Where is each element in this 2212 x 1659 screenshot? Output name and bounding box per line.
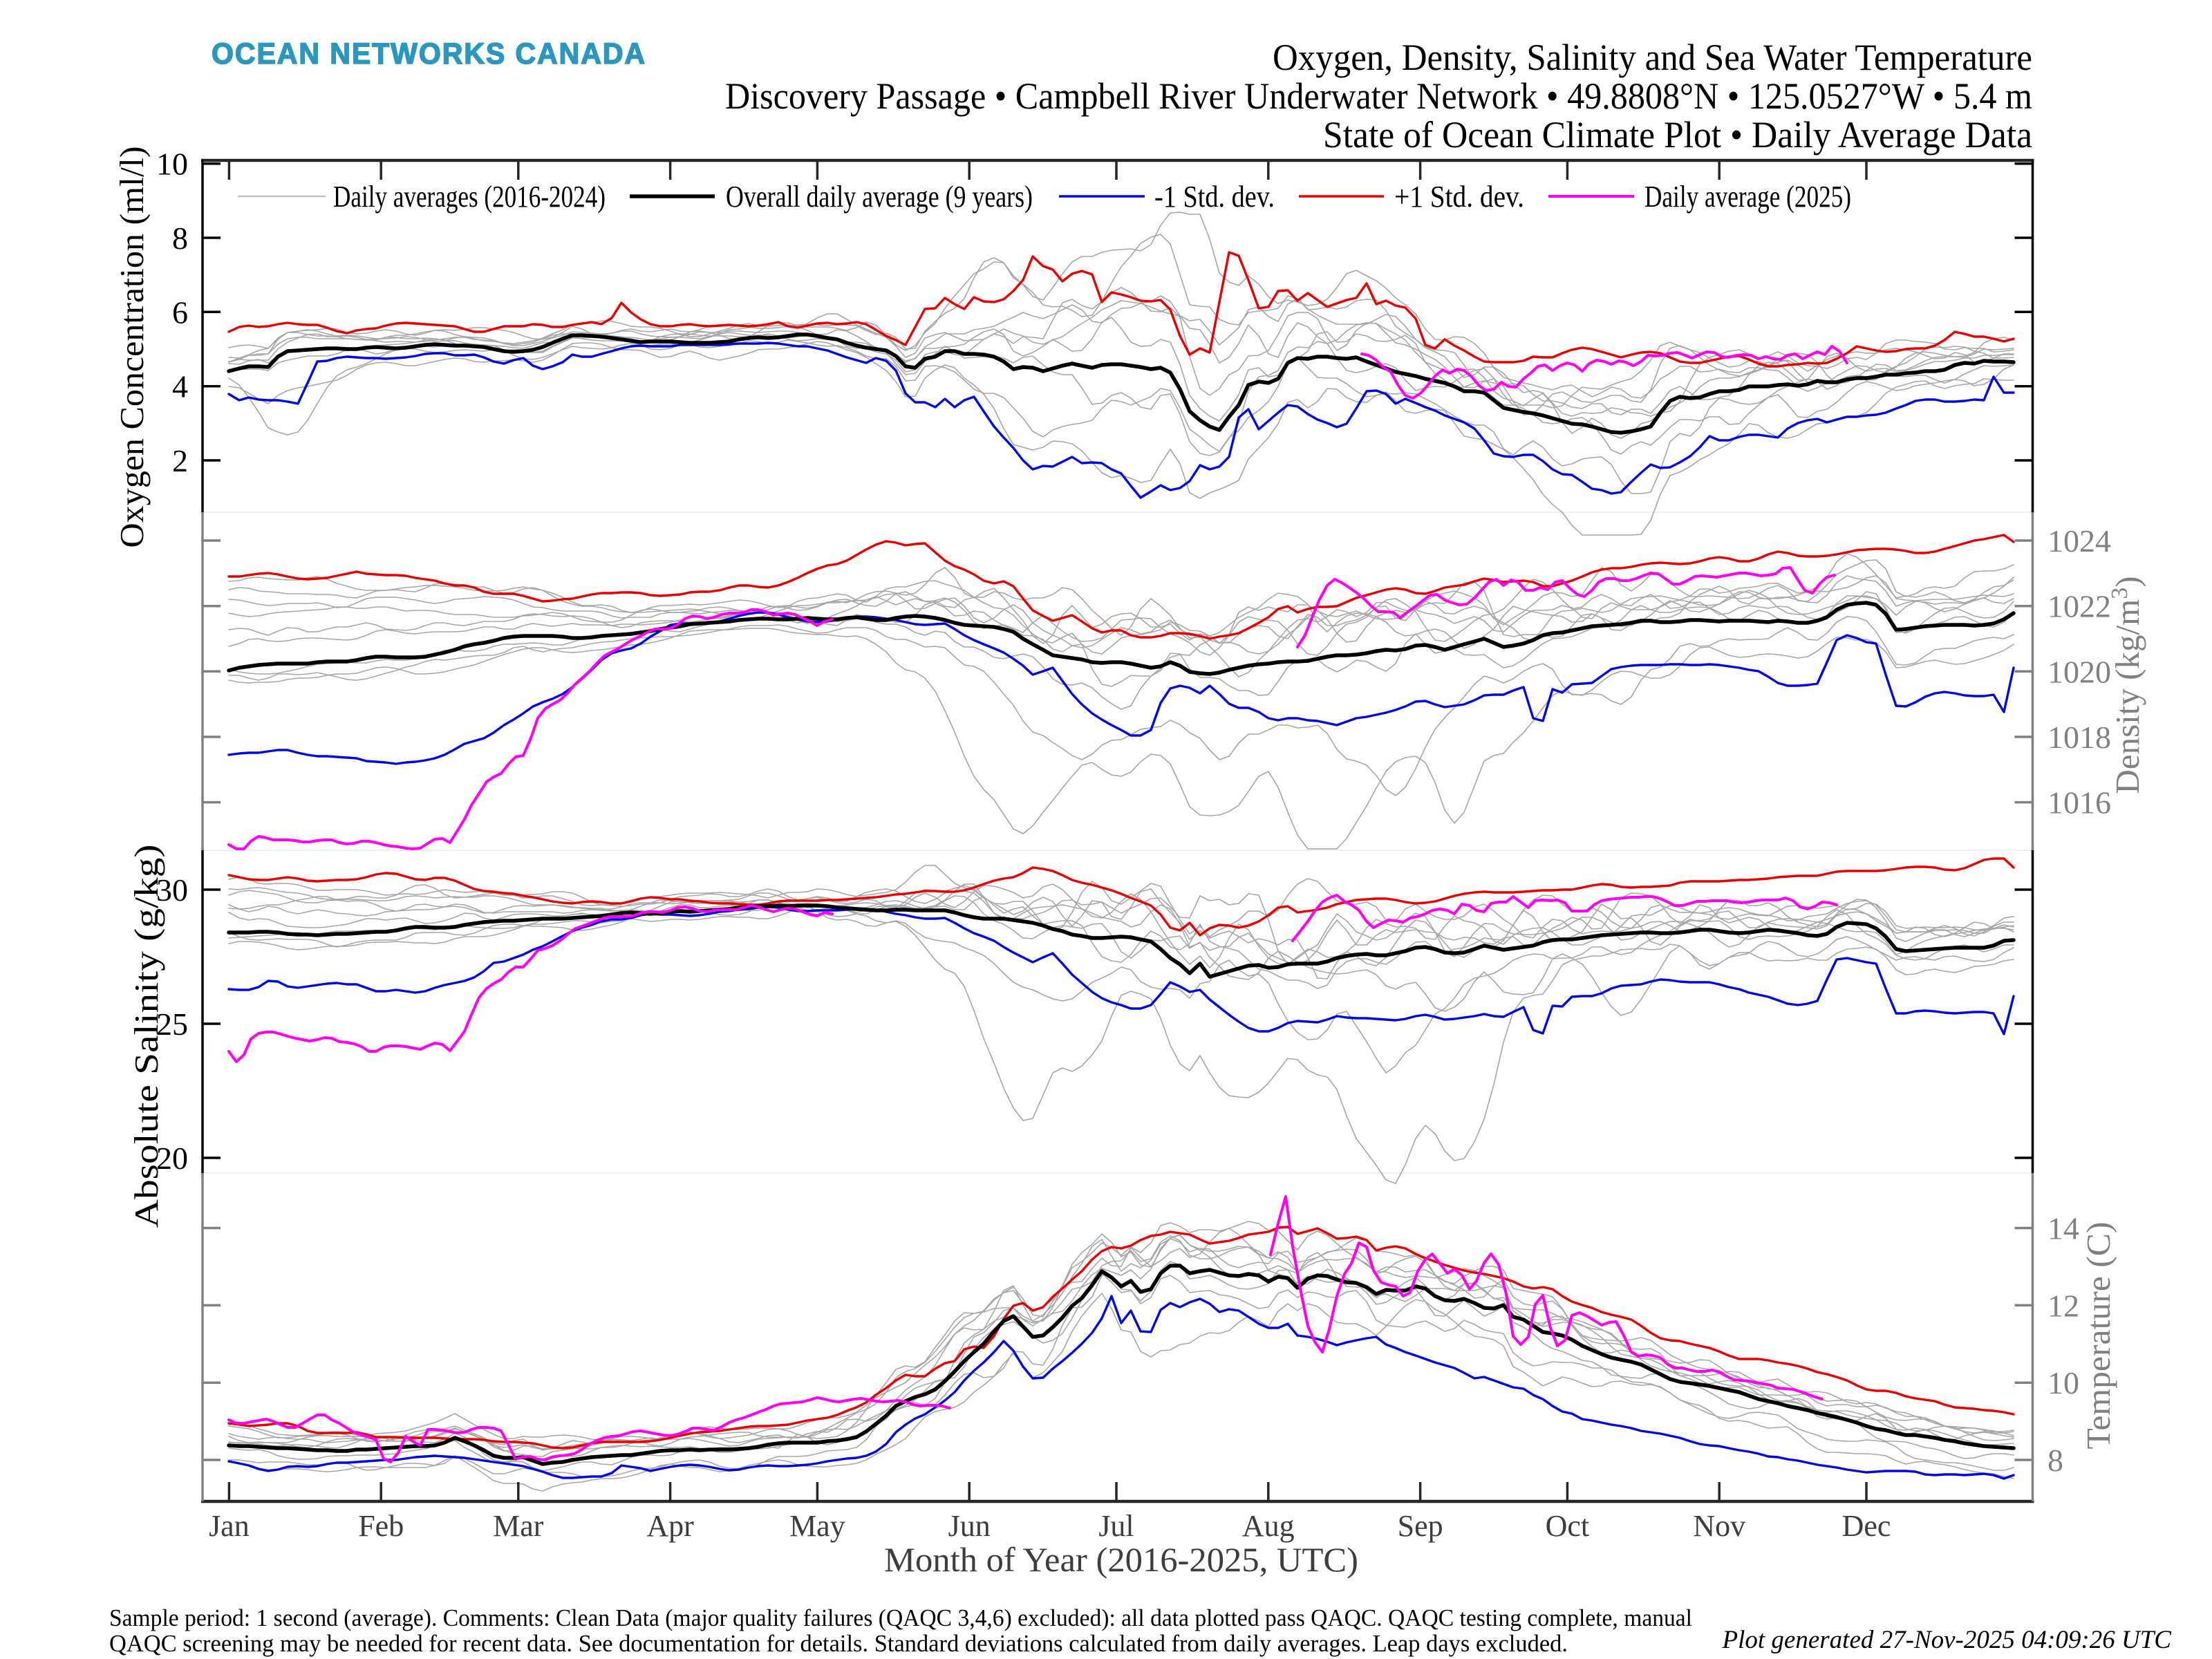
svg-text:Density (kg/m3): Density (kg/m3)	[2107, 576, 2146, 794]
svg-text:Sep: Sep	[1398, 1509, 1443, 1543]
svg-text:10: 10	[156, 147, 188, 182]
svg-text:6: 6	[172, 294, 188, 330]
svg-text:10: 10	[2047, 1365, 2079, 1400]
svg-text:Plot generated 27-Nov-2025 04:: Plot generated 27-Nov-2025 04:09:26 UTC	[1722, 1626, 2173, 1654]
svg-text:Month of Year (2016-2025, UTC): Month of Year (2016-2025, UTC)	[884, 1540, 1358, 1579]
svg-text:QAQC screening may be needed f: QAQC screening may be needed for recent …	[109, 1630, 1568, 1657]
svg-text:May: May	[789, 1509, 845, 1543]
svg-text:2: 2	[172, 443, 188, 478]
svg-text:Dec: Dec	[1842, 1509, 1891, 1543]
svg-text:-1 Std. dev.: -1 Std. dev.	[1154, 180, 1275, 214]
svg-text:Daily averages (2016-2024): Daily averages (2016-2024)	[333, 180, 606, 214]
svg-text:Jun: Jun	[948, 1509, 991, 1543]
svg-text:30: 30	[156, 872, 188, 908]
svg-text:1016: 1016	[2047, 785, 2111, 821]
svg-text:8: 8	[2047, 1443, 2063, 1478]
svg-text:Mar: Mar	[493, 1509, 544, 1543]
svg-text:Sample period: 1 second (avera: Sample period: 1 second (average). Comme…	[109, 1604, 1692, 1631]
svg-text:12: 12	[2047, 1288, 2079, 1323]
svg-text:1020: 1020	[2047, 654, 2111, 689]
svg-text:Daily average (2025): Daily average (2025)	[1644, 180, 1851, 214]
svg-text:Oxygen, Density, Salinity and: Oxygen, Density, Salinity and Sea Water …	[1273, 37, 2032, 78]
svg-text:Overall daily average (9 years: Overall daily average (9 years)	[726, 180, 1033, 214]
svg-text:Feb: Feb	[358, 1509, 404, 1543]
svg-text:Nov: Nov	[1693, 1509, 1745, 1543]
svg-text:1018: 1018	[2047, 720, 2111, 755]
svg-text:+1 Std. dev.: +1 Std. dev.	[1394, 180, 1524, 214]
svg-text:Jul: Jul	[1098, 1509, 1134, 1543]
svg-text:1022: 1022	[2047, 589, 2111, 624]
svg-text:Jan: Jan	[209, 1509, 250, 1543]
svg-text:Aug: Aug	[1242, 1509, 1295, 1543]
svg-text:Apr: Apr	[646, 1509, 694, 1543]
svg-text:State of Ocean Climate Plot •: State of Ocean Climate Plot • Daily Aver…	[1323, 114, 2032, 156]
svg-text:8: 8	[172, 221, 188, 256]
svg-text:14: 14	[2047, 1211, 2079, 1246]
svg-text:OCEAN NETWORKS CANADA: OCEAN NETWORKS CANADA	[212, 37, 646, 71]
svg-text:Discovery Passage • Campbell R: Discovery Passage • Campbell River Under…	[725, 75, 2032, 117]
svg-text:Oct: Oct	[1546, 1509, 1590, 1543]
svg-text:Temperature (C): Temperature (C)	[2079, 1222, 2117, 1450]
svg-text:Oxygen Concentration (ml/l): Oxygen Concentration (ml/l)	[113, 147, 151, 548]
svg-text:1024: 1024	[2047, 523, 2111, 559]
svg-text:25: 25	[156, 1006, 188, 1042]
svg-text:20: 20	[156, 1141, 188, 1176]
svg-text:4: 4	[172, 369, 188, 404]
svg-text:Absolute Salinity (g/kg): Absolute Salinity (g/kg)	[127, 845, 165, 1228]
